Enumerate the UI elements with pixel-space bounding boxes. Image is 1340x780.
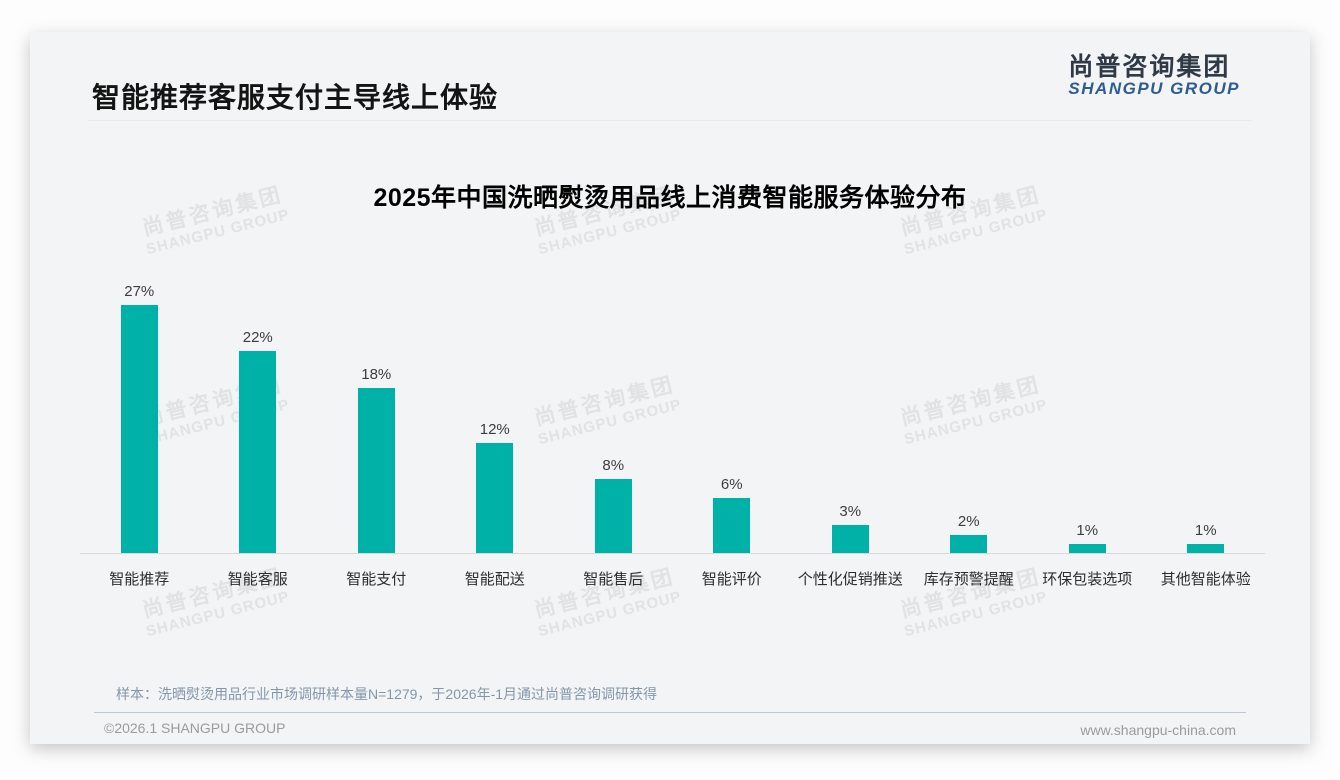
bar-column: 1%	[1028, 522, 1147, 553]
bar-value-label: 3%	[839, 503, 862, 520]
slide-card: 尚普咨询集团 SHANGPU GROUP 尚普咨询集团 SHANGPU GROUP 尚普…	[30, 32, 1310, 744]
bar-column: 8%	[554, 457, 673, 553]
bar	[950, 535, 988, 553]
bar	[594, 479, 632, 553]
bar-value-label: 1%	[1194, 522, 1217, 539]
bar-column: 6%	[673, 476, 792, 553]
chart-title: 2025年中国洗晒熨烫用品线上消费智能服务体验分布	[373, 184, 967, 212]
bar-value-label: 1%	[1076, 522, 1099, 539]
bar-value-label: 2%	[957, 513, 980, 530]
bar-column: 2%	[910, 513, 1029, 553]
x-axis-label: 库存预警提醒	[923, 571, 1014, 588]
watermark-english: SHANGPU GROUP	[902, 588, 1050, 641]
logo-english-name: SHANGPU GROUP	[1068, 79, 1240, 99]
company-logo: 尚普咨询集团 SHANGPU GROUP	[1068, 54, 1240, 98]
bar-value-label: 27%	[124, 283, 155, 300]
watermark-english: SHANGPU GROUP	[536, 588, 684, 641]
page-title: 智能推荐客服支付主导线上体验	[92, 82, 499, 113]
bar	[713, 498, 751, 553]
watermark-english: SHANGPU GROUP	[144, 588, 292, 641]
x-axis-labels: 智能推荐 智能客服 智能支付 智能配送 智能售后 智能评价 个性化促销推送 库存预警提醒 环保包…	[80, 568, 1265, 589]
bar	[120, 305, 158, 553]
bar-chart-plot-area: 27% 22% 18% 12% 8% 6% 3% 2% 1% 1%	[80, 282, 1265, 554]
x-axis-label: 个性化促销推送	[797, 571, 903, 588]
bar-value-label: 18%	[361, 366, 392, 383]
bar	[357, 388, 395, 553]
header-divider	[88, 120, 1252, 121]
x-axis-label: 智能配送	[464, 571, 525, 588]
x-axis-label: 其他智能体验	[1160, 571, 1251, 588]
logo-chinese-name: 尚普咨询集团	[1068, 53, 1231, 81]
x-axis-label: 智能售后	[583, 571, 644, 588]
copyright-text: ©2026.1 SHANGPU GROUP	[104, 720, 286, 736]
bar	[1068, 544, 1106, 553]
x-axis-label: 智能支付	[346, 571, 407, 588]
bar	[239, 351, 277, 553]
bar-column: 22%	[199, 329, 318, 553]
bar-column: 3%	[791, 503, 910, 553]
bar	[476, 443, 514, 553]
bar-column: 27%	[80, 283, 199, 553]
bar	[831, 525, 869, 553]
bar-column: 12%	[436, 421, 555, 553]
footer-divider	[94, 712, 1246, 713]
bar-value-label: 22%	[242, 329, 273, 346]
bar	[1187, 544, 1225, 553]
bar-value-label: 8%	[602, 457, 625, 474]
x-axis-label: 智能推荐	[109, 571, 170, 588]
x-axis-label: 智能客服	[227, 571, 288, 588]
bar-column: 1%	[1147, 522, 1266, 553]
bar-column: 18%	[317, 366, 436, 553]
website-text: www.shangpu-china.com	[1080, 722, 1236, 738]
bar-value-label: 6%	[720, 476, 743, 493]
bar-value-label: 12%	[479, 421, 510, 438]
x-axis-label: 智能评价	[701, 571, 762, 588]
x-axis-label: 环保包装选项	[1042, 571, 1133, 588]
sample-note: 样本：洗晒熨烫用品行业市场调研样本量N=1279，于2026年-1月通过尚普咨询…	[116, 686, 658, 702]
